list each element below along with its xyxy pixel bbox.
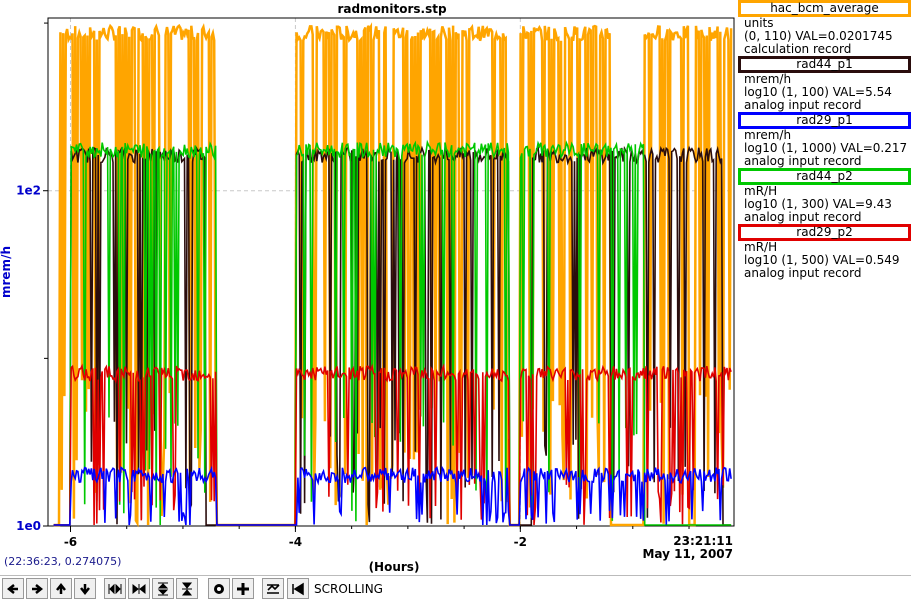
scroll-left-icon xyxy=(6,583,18,594)
legend-entry-hac_bcm_average[interactable]: hac_bcm_average xyxy=(738,0,911,17)
legend-record: analog input record xyxy=(744,98,862,112)
legend-entry-rad29_p1[interactable]: rad29_p1 xyxy=(738,112,911,129)
zoom-out-vertical-icon xyxy=(181,582,193,595)
zoom-out-horizontal-button[interactable] xyxy=(128,578,150,599)
legend-units: mR/H xyxy=(744,184,778,198)
zoom-in-horizontal-button[interactable] xyxy=(104,578,126,599)
legend-units: mrem/h xyxy=(744,72,792,86)
legend-entry-rad29_p2[interactable]: rad29_p2 xyxy=(738,224,911,241)
zoom-in-horizontal-icon xyxy=(108,583,122,594)
mode-button[interactable] xyxy=(262,578,284,599)
timestamp-date: May 11, 2007 xyxy=(642,547,733,561)
axis-layer: -6 -4 -2 1e0 1e2 xyxy=(16,22,690,549)
series-line-rad29_p2 xyxy=(53,363,732,526)
series-layer xyxy=(53,22,733,528)
legend: hac_bcm_average units (0, 110) VAL=0.02017… xyxy=(738,0,911,280)
legend-entry-rad44_p1[interactable]: rad44_p1 xyxy=(738,56,911,73)
scroll-down-icon xyxy=(80,583,90,595)
plus-icon xyxy=(237,582,249,595)
zoom-in-vertical-icon xyxy=(157,582,169,595)
legend-units: mrem/h xyxy=(744,128,792,142)
scroll-right-button[interactable] xyxy=(26,578,48,599)
legend-range: log10 (1, 300) VAL=9.43 xyxy=(744,197,892,211)
plus-button[interactable] xyxy=(232,578,254,599)
stop-icon xyxy=(214,583,224,594)
toolbar: SCROLLING xyxy=(0,575,911,601)
stop-button[interactable] xyxy=(208,578,230,599)
x-tick-label: -2 xyxy=(514,535,527,549)
legend-range: log10 (1, 100) VAL=5.54 xyxy=(744,85,892,99)
zoom-out-horizontal-icon xyxy=(132,583,146,594)
zoom-out-vertical-button[interactable] xyxy=(176,578,198,599)
scroll-left-button[interactable] xyxy=(2,578,24,599)
legend-record: calculation record xyxy=(744,42,852,56)
series-line-rad29_p1 xyxy=(53,465,732,526)
timestamp-time: 23:21:11 xyxy=(673,534,733,548)
scroll-up-icon xyxy=(56,582,66,594)
strip-chart[interactable]: radmonitors.stp -6 -4 -2 1e0 1e2 mrem/h (Hou… xyxy=(0,0,911,575)
legend-record: analog input record xyxy=(744,266,862,280)
legend-range: log10 (1, 500) VAL=0.549 xyxy=(744,253,900,267)
legend-range: (0, 110) VAL=0.0201745 xyxy=(744,29,893,43)
plot-frame xyxy=(47,17,735,527)
cursor-readout: (22:36:23, 0.274075) xyxy=(4,555,122,568)
mode-label: SCROLLING xyxy=(314,582,383,596)
x-tick-label: -4 xyxy=(289,535,302,549)
x-axis-label: (Hours) xyxy=(369,560,420,574)
chart-title: radmonitors.stp xyxy=(337,2,446,16)
legend-units: mR/H xyxy=(744,240,778,254)
legend-units: units xyxy=(744,16,774,30)
y-tick-label: 1e0 xyxy=(16,519,41,533)
back-icon xyxy=(292,582,304,595)
zoom-in-vertical-button[interactable] xyxy=(152,578,174,599)
scroll-right-icon xyxy=(32,583,44,594)
scroll-up-button[interactable] xyxy=(50,578,72,599)
back-button[interactable] xyxy=(287,578,309,599)
scroll-down-button[interactable] xyxy=(74,578,96,599)
series-line-rad44_p2 xyxy=(53,139,732,526)
legend-record: analog input record xyxy=(744,154,862,168)
legend-record: analog input record xyxy=(744,210,862,224)
y-axis-label: mrem/h xyxy=(0,246,13,298)
legend-range: log10 (1, 1000) VAL=0.217 xyxy=(744,141,908,155)
x-tick-label: -6 xyxy=(64,535,77,549)
mode-icon xyxy=(267,583,280,594)
legend-entry-rad44_p2[interactable]: rad44_p2 xyxy=(738,168,911,185)
y-tick-label: 1e2 xyxy=(16,184,41,198)
